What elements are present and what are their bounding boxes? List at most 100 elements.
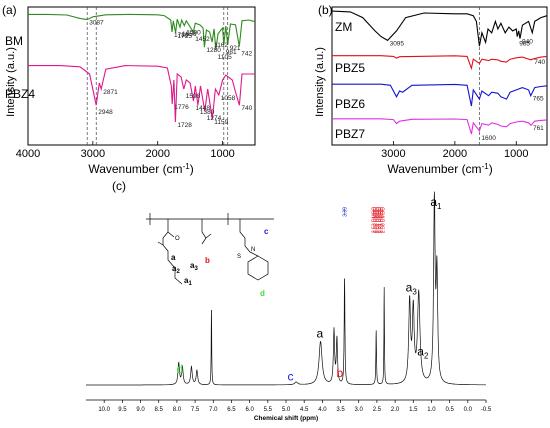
peak-label-c: c bbox=[287, 369, 293, 383]
x-tick-label-1000: 1000 bbox=[210, 148, 234, 160]
series-line-pbz4 bbox=[28, 65, 255, 123]
x-tick-label-5-0: 5.0 bbox=[282, 407, 291, 413]
panel-b-x-axis-label: Wavenumber (cm-1) bbox=[387, 162, 492, 176]
shift-mark-2: 2.52 DMSO bbox=[373, 207, 379, 233]
structure-atom-n: N bbox=[251, 247, 255, 253]
x-tick-label-6-0: 6.0 bbox=[245, 407, 254, 413]
peak-label-pbz4-2948: 2948 bbox=[98, 109, 113, 116]
peak-label-pbz5-740: 740 bbox=[534, 59, 545, 66]
x-tick-label-1-0: 1.0 bbox=[427, 407, 436, 413]
x-tick-label-2000: 2000 bbox=[443, 148, 467, 160]
panel-c-x-axis-label: Chemical shift (ppm) bbox=[254, 415, 318, 422]
panel-a-y-axis-label: Intensity (a.u.) bbox=[5, 47, 17, 117]
panel-a-label: (a) bbox=[2, 3, 17, 17]
structure-label-b: b bbox=[205, 256, 210, 265]
series-line-bm bbox=[28, 13, 256, 51]
structure-label-a2: a2 bbox=[172, 264, 180, 275]
peak-label-bm-1105: 1105 bbox=[218, 54, 232, 61]
x-tick-label-2000: 2000 bbox=[145, 148, 169, 160]
panel-c-peak-labels: d c a b a3 a2 a1 bbox=[177, 195, 443, 383]
x-tick-label-0-0: 0.0 bbox=[464, 407, 473, 413]
peak-label-zm-3095: 3095 bbox=[390, 40, 405, 47]
x-tick-label-0-5: -0.5 bbox=[481, 407, 492, 413]
x-tick-label-7-0: 7.0 bbox=[209, 407, 218, 413]
structure-atom-s: S bbox=[237, 254, 241, 260]
peak-label-bm-1590: 1590 bbox=[186, 30, 201, 37]
x-tick-label-3-5: 3.5 bbox=[336, 407, 345, 413]
polymer-backbone bbox=[146, 213, 274, 225]
peak-label-bm-981: 981 bbox=[226, 49, 237, 56]
x-tick-label-3000: 3000 bbox=[381, 148, 405, 160]
x-tick-label-7-5: 7.5 bbox=[191, 407, 200, 413]
x-tick-label-4-0: 4.0 bbox=[318, 407, 327, 413]
x-tick-label-9-5: 9.5 bbox=[118, 407, 127, 413]
panel-a-x-ticks bbox=[27, 141, 223, 145]
panel-c-label: (c) bbox=[112, 179, 126, 193]
series-line-pbz5 bbox=[332, 55, 548, 71]
series-name-zm: ZM bbox=[335, 20, 352, 34]
structure-label-a3: a3 bbox=[190, 261, 198, 272]
benzene-ring bbox=[247, 255, 269, 281]
peak-label-pbz7-1600: 1600 bbox=[481, 135, 496, 142]
x-tick-label-1-5: 1.5 bbox=[409, 407, 418, 413]
side-chain-c bbox=[239, 219, 251, 253]
x-tick-label-9-0: 9.0 bbox=[136, 407, 145, 413]
series-name-pbz7: PBZ7 bbox=[335, 127, 365, 141]
panel-b-frame bbox=[331, 6, 548, 146]
peak-label-bm-1280: 1280 bbox=[206, 47, 221, 54]
x-tick-label-2-5: 2.5 bbox=[373, 407, 382, 413]
peak-label-bm-1452: 1452 bbox=[195, 36, 210, 43]
structure-label-a: a bbox=[171, 253, 176, 262]
series-line-pbz6 bbox=[332, 83, 548, 107]
panel-b-x-ticks bbox=[393, 141, 517, 145]
peak-label-pbz7-761: 761 bbox=[533, 125, 544, 132]
shift-mark-0: 3.39 bbox=[343, 207, 349, 217]
x-tick-label-6-5: 6.5 bbox=[227, 407, 236, 413]
peak-label-bm-3087: 3087 bbox=[89, 20, 104, 27]
peak-label-pbz4-2871: 2871 bbox=[103, 89, 118, 96]
series-name-bm: BM bbox=[5, 34, 23, 48]
peak-label-pbz4-1776: 1776 bbox=[174, 104, 189, 111]
series-name-pbz5: PBZ5 bbox=[335, 61, 365, 75]
structure-atom-o: O bbox=[175, 236, 180, 242]
x-tick-label-2-0: 2.0 bbox=[391, 407, 400, 413]
peak-label-bm-1780: 1780 bbox=[174, 32, 189, 39]
panel-b-label: (b) bbox=[318, 3, 333, 17]
x-tick-label-1000: 1000 bbox=[504, 148, 528, 160]
peak-label-a: a bbox=[317, 326, 324, 340]
panel-a-x-axis-label: Wavenumber (cm-1) bbox=[88, 162, 193, 176]
panel-b-x-tick-labels: 3000 2000 1000 bbox=[381, 148, 528, 160]
x-tick-label-0-5: 0.5 bbox=[445, 407, 454, 413]
panel-c-x-ticks bbox=[103, 400, 487, 403]
structure-label-c: c bbox=[264, 227, 269, 236]
peak-label-pbz4-1728: 1728 bbox=[177, 122, 192, 129]
ester-a bbox=[157, 231, 175, 246]
peak-label-a3: a3 bbox=[406, 280, 418, 296]
chemical-structure bbox=[146, 213, 274, 285]
peak-label-d: d bbox=[177, 362, 184, 376]
x-tick-label-4000: 4000 bbox=[16, 148, 40, 160]
peak-label-bm-742: 742 bbox=[241, 50, 252, 57]
peak-label-a2: a2 bbox=[417, 345, 429, 361]
series-line-pbz7 bbox=[332, 118, 548, 135]
peak-label-b: b bbox=[337, 366, 344, 380]
shift-mark-6: 2.50 DMSO bbox=[380, 207, 386, 233]
series-line-zm bbox=[331, 10, 548, 47]
peak-label-pbz4-1598: 1598 bbox=[186, 93, 201, 100]
panel-b-y-axis-label: Intensity (a.u.) bbox=[314, 47, 326, 117]
peak-label-bm-921: 921 bbox=[230, 45, 241, 52]
nmr-spectrum-line bbox=[86, 191, 486, 386]
x-tick-label-5-5: 5.5 bbox=[264, 407, 273, 413]
shift-mark-1: 2.53 DMSO bbox=[371, 207, 377, 233]
peak-label-pbz4-740: 740 bbox=[241, 105, 252, 112]
panel-a-frame bbox=[27, 6, 256, 146]
peak-label-pbz4-1058: 1058 bbox=[221, 95, 236, 102]
shift-mark-3: 2.52 DMSO bbox=[375, 207, 381, 233]
panel-a: (a) 4000 3000 2000 1000 3087159017801656172… bbox=[2, 3, 256, 176]
peak-label-pbz6-765: 765 bbox=[533, 96, 544, 103]
